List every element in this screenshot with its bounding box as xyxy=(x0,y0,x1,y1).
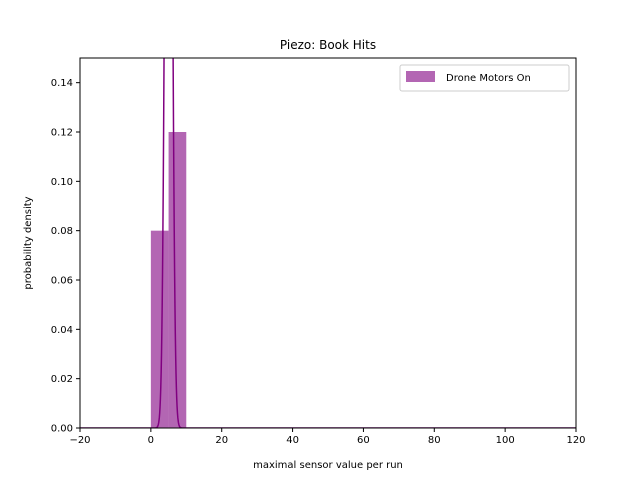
y-tick-label: 0.14 xyxy=(51,78,73,89)
plot-frame xyxy=(79,57,577,429)
y-axis-ticks: 0.00 0.02 0.04 0.06 0.08 0.10 0.12 0.14 xyxy=(51,78,80,435)
x-axis-label: maximal sensor value per run xyxy=(253,460,403,471)
y-tick-label: 0.12 xyxy=(51,128,73,139)
x-tick-label: 80 xyxy=(428,435,441,446)
x-tick-label: 100 xyxy=(496,435,515,446)
legend-box xyxy=(399,64,570,92)
y-tick-label: 0.10 xyxy=(51,177,73,188)
histogram-bar xyxy=(150,230,169,428)
histogram-bars xyxy=(150,132,187,428)
x-tick-label: 40 xyxy=(286,435,299,446)
x-tick-label: 120 xyxy=(566,435,585,446)
x-axis-ticks: −20 0 20 40 60 80 100 120 xyxy=(69,428,586,446)
y-tick-label: 0.02 xyxy=(51,374,73,385)
y-tick-label: 0.04 xyxy=(51,325,73,336)
pdf-curves xyxy=(80,58,576,428)
x-tick-label: 20 xyxy=(215,435,228,446)
y-tick-label: 0.08 xyxy=(51,226,73,237)
x-tick-label: 60 xyxy=(357,435,370,446)
histogram-bar xyxy=(168,132,187,428)
chart-title: Piezo: Book Hits xyxy=(280,38,376,52)
x-tick-label: 0 xyxy=(148,435,154,446)
y-tick-label: 0.06 xyxy=(51,276,73,287)
legend: Drone Motors On xyxy=(399,64,570,92)
legend-label: Drone Motors On xyxy=(446,73,531,84)
y-axis-label: probability density xyxy=(23,196,34,289)
y-tick-label: 0.00 xyxy=(51,424,73,435)
pdf-curve xyxy=(80,58,576,428)
legend-swatch xyxy=(406,71,435,82)
x-tick-label: −20 xyxy=(69,435,90,446)
